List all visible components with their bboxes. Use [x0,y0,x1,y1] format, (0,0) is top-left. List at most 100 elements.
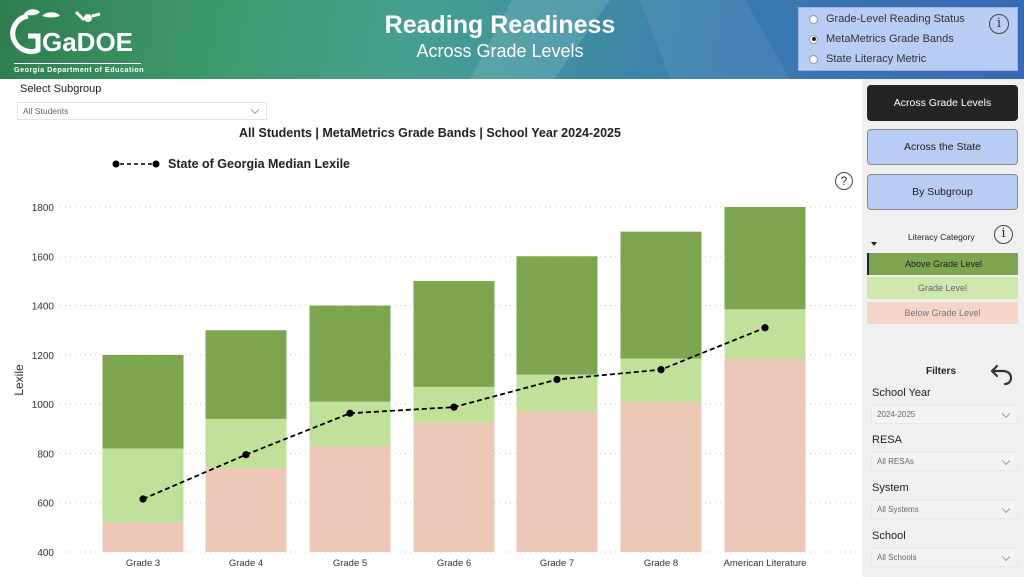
chevron-down-icon [250,105,260,115]
chevron-down-icon [1001,504,1011,513]
chevron-down-icon [1001,409,1011,418]
y-tick-label: 1600 [32,252,55,263]
x-tick-label: Grade 7 [540,558,574,569]
median-lexile-point [346,409,354,417]
bar-segment [413,422,495,552]
page-title-main: Reading Readiness [384,11,616,39]
metric-radio-group: Grade-Level Reading Status MetaMetrics G… [798,7,1018,71]
filter-label-school: School [872,530,906,542]
median-lexile-point [450,403,458,411]
page-title: Reading Readiness Across Grade Levels [340,10,660,62]
radio-label: MetaMetrics Grade Bands [826,33,954,45]
filters-title: Filters [926,366,957,377]
bar-segment [102,522,184,552]
y-tick-label: 1800 [32,203,55,214]
chevron-down-icon [1001,552,1011,561]
info-icon[interactable]: i [989,14,1009,34]
bar-segment [724,207,806,310]
legend-grade-level[interactable]: Grade Level [867,277,1018,299]
bar-segment [620,401,702,552]
bar-segment [102,448,184,523]
radio-button[interactable] [809,14,818,24]
bar-segment [309,446,391,552]
radio-button[interactable] [809,54,818,64]
bar-segment [724,309,806,359]
bar-segment [516,256,598,375]
x-tick-label: Grade 3 [126,558,160,569]
bar-segment [413,280,495,387]
dashed-line-legend-icon [112,160,160,168]
filter-label-school-year: School Year [872,387,931,399]
median-lexile-point [139,495,147,503]
median-lexile-point [242,451,250,459]
stacked-bar-chart: 400 600 800 1000 1200 1400 1600 1800 Lexile Grade… [12,203,858,569]
chart-title: All Students | MetaMetrics Grade Bands |… [239,126,621,140]
gadoe-logo-icon: GaDOE [10,9,133,57]
y-axis-label: Lexile [12,364,26,396]
subgroup-label: Select Subgroup [20,83,102,95]
bar-segment [102,354,184,449]
y-tick-label: 600 [37,499,54,510]
gadoe-logo[interactable]: GaDOE Georgia Department of Education [6,6,144,76]
caret-down-icon[interactable] [871,242,877,246]
bar-segment [205,468,287,552]
x-tick-label: Grade 8 [644,558,678,569]
system-dropdown[interactable]: All Systems [871,500,1018,519]
help-icon[interactable]: ? [835,172,853,190]
reset-filters-icon[interactable] [989,362,1015,386]
median-lexile-point [657,366,665,374]
radio-grade-level-reading-status[interactable]: Grade-Level Reading Status [809,11,965,27]
logo-divider [14,63,141,64]
nav-across-the-state[interactable]: Across the State [867,129,1018,165]
bar-segment [309,305,391,402]
bar-segment [620,358,702,402]
resa-value: All RESAs [877,457,914,466]
filter-label-resa: RESA [872,434,902,446]
median-lexile-point [553,375,561,384]
sidebar: Across Grade Levels Across the State By … [862,79,1024,577]
logo-subtitle: Georgia Department of Education [14,65,145,74]
bar-segment [205,418,287,469]
page-subtitle: Across Grade Levels [416,41,584,61]
radio-label: State Literacy Metric [826,53,927,65]
x-tick-label: Grade 4 [229,558,263,569]
chevron-down-icon [1001,456,1011,465]
school-dropdown[interactable]: All Schools [871,548,1018,567]
header-banner: GaDOE Georgia Department of Education Re… [0,0,1024,79]
school-year-value: 2024-2025 [877,410,916,419]
school-value: All Schools [877,553,917,562]
bar-segment [516,411,598,552]
y-tick-label: 1000 [32,400,55,411]
bar-segment [205,330,287,419]
system-value: All Systems [877,505,919,514]
y-tick-label: 400 [37,548,54,559]
school-year-dropdown[interactable]: 2024-2025 [871,405,1018,424]
legend-label: State of Georgia Median Lexile [168,157,350,171]
info-icon[interactable]: i [994,225,1013,244]
filter-label-system: System [872,482,909,494]
radio-button-selected[interactable] [809,34,818,44]
bar-segment [620,231,702,359]
y-tick-label: 1400 [32,302,55,313]
median-lexile-point [761,324,769,332]
nav-by-subgroup[interactable]: By Subgroup [867,174,1018,210]
subgroup-value: All Students [23,106,69,116]
header-decoration [640,0,790,79]
radio-metametrics-grade-bands[interactable]: MetaMetrics Grade Bands [809,31,954,47]
svg-text:GaDOE: GaDOE [42,27,133,57]
radio-label: Grade-Level Reading Status [826,13,965,25]
nav-across-grade-levels[interactable]: Across Grade Levels [867,85,1018,121]
legend-below-grade-level[interactable]: Below Grade Level [867,302,1018,324]
radio-state-literacy-metric[interactable]: State Literacy Metric [809,51,926,67]
x-tick-label: American Literature [724,558,807,569]
chart-legend: State of Georgia Median Lexile [112,157,350,171]
subgroup-dropdown[interactable]: All Students [17,102,267,120]
y-tick-label: 1200 [32,351,55,362]
legend-above-grade-level[interactable]: Above Grade Level [867,253,1018,275]
bar-segment [724,358,806,552]
x-tick-label: Grade 6 [437,558,471,569]
resa-dropdown[interactable]: All RESAs [871,452,1018,471]
literacy-category-title: Literacy Category [908,232,975,242]
x-tick-label: Grade 5 [333,558,367,569]
y-tick-label: 800 [37,449,54,460]
